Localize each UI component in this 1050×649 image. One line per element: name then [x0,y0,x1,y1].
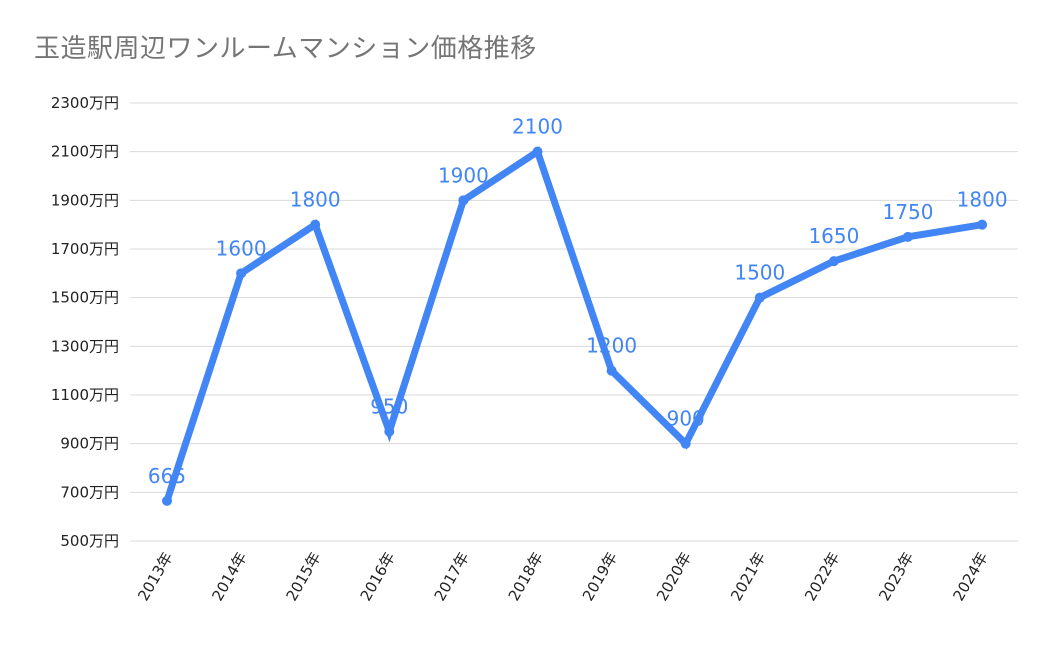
data-label: 1500 [734,261,785,285]
data-point [532,146,543,157]
x-tick-label: 2016年 [357,549,399,604]
data-label: 1800 [957,188,1008,212]
data-point [458,195,469,206]
data-point [903,231,913,242]
x-tick-label: 2021年 [727,549,769,604]
x-tick-label: 2023年 [875,549,917,604]
data-point [384,426,395,437]
x-tick-label: 2022年 [801,549,843,604]
data-point [680,438,691,449]
data-point [754,292,765,303]
y-tick-label: 1100万円 [51,386,119,404]
y-axis-ticks: 500万円 700万円 900万円 1100万円 1300万円 1500万円 1700万円 1… [51,94,119,550]
y-tick-label: 1700万円 [51,240,119,258]
y-tick-label: 2100万円 [51,143,119,161]
gridlines [130,102,1018,542]
data-point [162,495,172,506]
data-label: 2100 [512,115,563,139]
x-tick-label: 2020年 [653,549,695,604]
data-label: 950 [370,395,408,419]
y-tick-label: 1300万円 [51,337,119,355]
x-tick-label: 2014年 [208,549,250,604]
data-point [236,268,247,279]
y-tick-label: 700万円 [60,483,119,501]
y-tick-label: 900万円 [60,435,119,453]
y-tick-label: 1900万円 [51,191,119,209]
x-tick-label: 2015年 [282,549,324,604]
x-tick-label: 2018年 [505,549,547,604]
y-tick-label: 500万円 [60,532,119,550]
chart-title: 玉造駅周辺ワンルームマンション価格推移 [34,34,537,64]
data-point [310,219,321,230]
series-line [163,146,986,505]
data-label: 900 [667,407,705,431]
data-point [828,256,839,267]
series [162,146,988,506]
x-tick-label: 2017年 [431,549,473,604]
x-tick-label: 2024年 [949,549,991,604]
x-axis-ticks: 2013年 2014年 2015年 2016年 2017年 2018年 2019年 2020年… [134,549,991,604]
data-label: 1200 [586,334,637,358]
data-label: 1650 [808,224,859,248]
data-point [977,219,988,230]
data-label: 1800 [290,188,341,212]
data-label: 1600 [216,236,267,260]
y-tick-label: 1500万円 [51,289,119,307]
y-tick-label: 2300万円 [51,94,119,112]
x-tick-label: 2019年 [579,549,621,604]
data-labels: 665 1600 1800 950 1900 2100 1200 900 1500 1650 175… [148,115,1008,488]
data-point [606,365,617,376]
data-label: 665 [148,464,186,488]
x-tick-label: 2013年 [134,549,176,604]
data-label: 1900 [438,163,489,187]
data-label: 1750 [883,200,934,224]
